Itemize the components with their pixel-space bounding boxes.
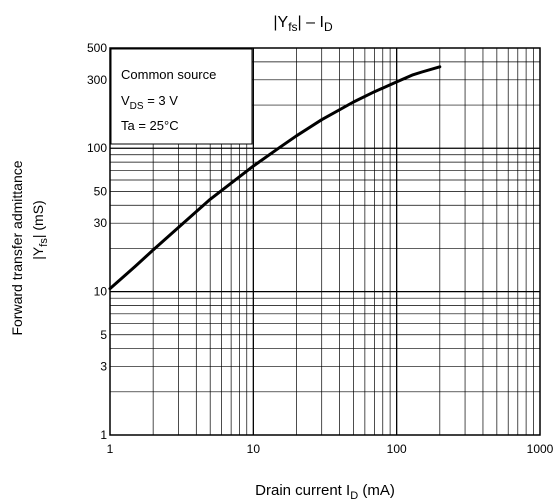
y-tick-label: 50: [94, 184, 108, 198]
annotation-box: [110, 48, 253, 145]
annotation-line-3: Ta = 25°C: [121, 118, 179, 133]
series-group: [108, 65, 442, 291]
y-tick-label: 10: [94, 285, 108, 299]
y-tick-label: 5: [100, 328, 107, 342]
x-tick-labels: 1 10 100 1000: [107, 442, 554, 456]
x-tick-label: 1: [107, 442, 114, 456]
y-tick-label: 3: [100, 360, 107, 374]
y-tick-labels: 1 3 5 10 30 50 100 300 500: [87, 41, 107, 442]
x-axis-label: Drain current ID (mA): [255, 482, 395, 502]
series-line: [108, 65, 442, 291]
plot-frame: [109, 47, 541, 436]
annotation-line-1: Common source: [121, 67, 216, 82]
x-tick-label: 10: [247, 442, 261, 456]
annotation-line-2: VDS = 3 V: [121, 93, 178, 112]
y-axis-label-variable: |Yfs| (mS): [30, 200, 50, 259]
y-tick-label: 500: [87, 41, 107, 55]
y-tick-label: 100: [87, 141, 107, 155]
y-tick-label: 30: [94, 216, 108, 230]
y-axis-label: Forward transfer admittance: [9, 160, 25, 335]
y-tick-label: 300: [87, 73, 107, 87]
x-tick-label: 100: [387, 442, 407, 456]
chart-title: |Yfs| – ID: [273, 14, 333, 34]
y-tick-label: 1: [100, 428, 107, 442]
x-tick-label: 1000: [527, 442, 554, 456]
